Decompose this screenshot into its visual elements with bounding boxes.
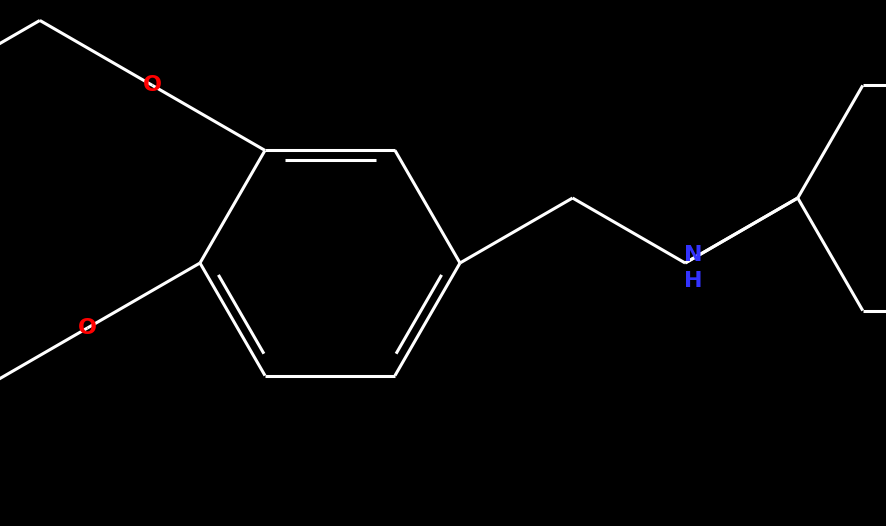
Text: N: N [683,245,702,265]
Text: H: H [683,271,702,291]
Text: O: O [143,75,162,95]
Text: O: O [78,318,97,338]
